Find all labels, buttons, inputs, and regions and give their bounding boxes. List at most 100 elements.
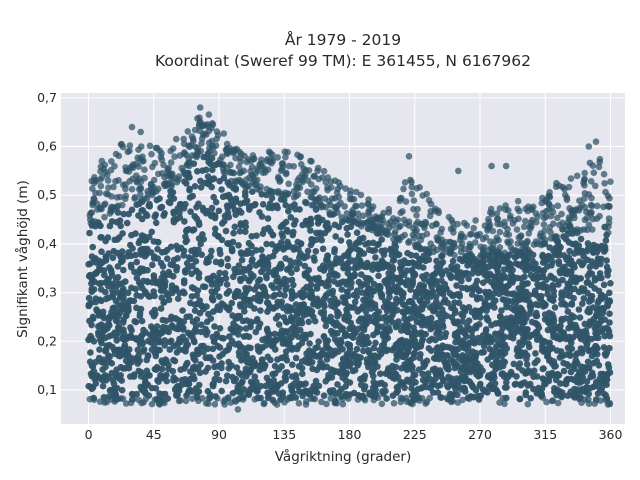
data-point: [404, 358, 412, 366]
data-point: [323, 222, 330, 229]
data-point: [86, 229, 93, 237]
data-point: [578, 285, 586, 292]
data-point: [258, 156, 265, 163]
data-point: [486, 345, 494, 353]
data-point: [596, 155, 604, 163]
data-point: [170, 374, 177, 381]
data-point: [115, 325, 123, 332]
data-point: [249, 355, 256, 362]
x-tick-label: 270: [468, 427, 492, 442]
data-point: [120, 298, 128, 306]
data-point: [549, 282, 556, 289]
data-point: [309, 188, 316, 195]
data-point: [140, 233, 148, 240]
data-point: [330, 329, 338, 337]
data-point: [185, 254, 193, 261]
data-point: [180, 135, 187, 143]
data-point: [539, 394, 546, 401]
data-point: [457, 324, 464, 332]
data-point: [276, 290, 284, 298]
data-point: [197, 240, 204, 248]
data-point: [268, 194, 276, 202]
data-point: [577, 275, 585, 282]
data-point: [188, 293, 196, 300]
data-point: [191, 307, 199, 315]
data-point: [163, 377, 170, 385]
data-point: [494, 251, 502, 258]
data-point: [448, 398, 455, 406]
data-point: [387, 315, 394, 323]
data-point: [382, 280, 390, 287]
data-point: [415, 312, 423, 319]
data-point: [554, 399, 562, 407]
data-point: [188, 284, 196, 291]
data-point: [304, 177, 312, 184]
data-point: [496, 205, 504, 212]
data-point: [434, 323, 442, 330]
data-point: [593, 215, 601, 222]
data-point: [451, 309, 459, 317]
data-point: [150, 272, 158, 279]
data-point: [132, 251, 139, 259]
data-point: [339, 395, 346, 403]
data-point: [279, 340, 287, 347]
data-point: [197, 177, 204, 185]
data-point: [439, 351, 447, 359]
data-point: [491, 374, 498, 381]
data-point: [370, 331, 377, 339]
data-point: [211, 401, 219, 408]
data-point: [121, 341, 129, 349]
data-point: [236, 228, 244, 235]
data-point: [271, 330, 279, 338]
data-point: [511, 381, 519, 388]
data-point: [328, 262, 335, 270]
data-point: [280, 246, 287, 253]
data-point: [433, 350, 441, 358]
data-point: [341, 203, 348, 210]
data-point: [320, 333, 328, 340]
data-point: [355, 317, 363, 325]
data-point: [269, 370, 276, 378]
data-point: [573, 350, 581, 357]
data-point: [330, 367, 337, 374]
data-point: [605, 364, 613, 371]
data-point: [195, 274, 203, 282]
data-point: [108, 331, 116, 339]
data-point: [224, 255, 231, 263]
data-point: [369, 239, 377, 247]
data-point: [214, 303, 222, 310]
x-tick-label: 0: [85, 427, 93, 442]
data-point: [154, 255, 161, 262]
data-point: [98, 248, 105, 255]
data-point: [210, 193, 217, 201]
data-point: [589, 162, 597, 169]
data-point: [357, 282, 365, 290]
data-point: [334, 272, 341, 279]
data-point: [170, 256, 178, 264]
data-point: [257, 162, 264, 170]
data-point: [594, 202, 601, 210]
data-point: [224, 262, 232, 270]
data-point: [438, 236, 446, 243]
data-point: [541, 236, 549, 244]
data-point: [187, 142, 195, 149]
data-point: [307, 276, 314, 283]
data-point: [203, 331, 210, 339]
data-point: [308, 194, 316, 201]
data-point: [296, 174, 303, 182]
chart-title-line-2: Koordinat (Sweref 99 TM): E 361455, N 61…: [155, 52, 531, 70]
data-point: [204, 364, 212, 372]
data-point: [100, 356, 108, 364]
data-point: [585, 347, 592, 355]
chart-title-line-1: År 1979 - 2019: [285, 30, 401, 49]
data-point: [351, 298, 359, 306]
data-point: [324, 184, 331, 191]
data-point: [456, 255, 464, 263]
data-point: [152, 219, 160, 227]
data-point: [402, 341, 409, 349]
data-point: [601, 223, 609, 231]
data-point: [170, 195, 178, 202]
data-point: [592, 312, 600, 320]
data-point: [427, 240, 435, 247]
